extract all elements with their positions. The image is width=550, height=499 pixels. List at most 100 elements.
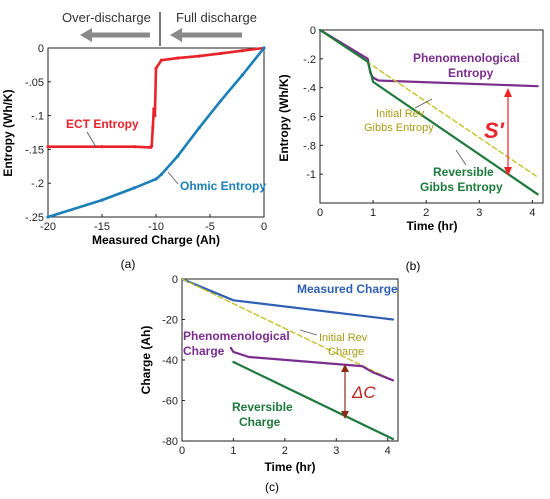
y-tick-label: -.1 — [31, 111, 44, 123]
y-tick-label: -.2 — [31, 178, 44, 190]
ect-entropy-leader — [86, 131, 97, 148]
panel-c-x-ticks: 0 1 2 3 4 — [179, 438, 391, 457]
x-tick-label: 2 — [282, 445, 288, 457]
x-tick-label: -10 — [148, 221, 164, 233]
ect-entropy-label: ECT Entropy — [66, 117, 139, 131]
panel-b-x-ticks: 0 1 2 3 4 — [317, 200, 535, 219]
panel-c-y-ticks: 0 -20 -40 -60 -80 — [162, 274, 185, 448]
reversible-charge-label-line1: Reversible — [232, 400, 293, 414]
ect-entropy-point — [132, 145, 136, 149]
initial-rev-gibbs-leader — [414, 98, 433, 109]
phenomenological-charge-label-line1: Phenomenological — [183, 329, 290, 343]
ohmic-entropy-point — [219, 99, 223, 103]
ect-entropy-point — [240, 49, 244, 53]
ohmic-entropy-point — [100, 198, 104, 202]
panel-b-series — [318, 28, 539, 196]
x-tick-label: 3 — [476, 207, 482, 219]
s-prime-arrowhead-top — [504, 88, 512, 97]
ect-entropy-point — [150, 144, 154, 148]
y-tick-label: -20 — [162, 315, 178, 327]
ect-entropy-series-line — [46, 46, 266, 149]
panel-a-y-axis-label: Entropy (Wh/K) — [1, 89, 15, 176]
reversible-gibbs-label-line1: Reversible — [433, 165, 494, 179]
panel-c-label: (c) — [265, 480, 279, 494]
y-tick-label: 0 — [38, 43, 44, 55]
x-tick-label: -20 — [40, 221, 56, 233]
y-tick-label: 0 — [172, 274, 178, 286]
initial-rev-gibbs-label-line1: Initial Rev — [376, 108, 425, 120]
panel-b-x-axis-label: Time (hr) — [406, 219, 457, 233]
y-tick-label: -.2 — [303, 54, 316, 66]
over-discharge-arrowhead — [80, 28, 92, 42]
phenomenological-charge-series-line — [229, 346, 394, 382]
ohmic-entropy-label: Ohmic Entropy — [180, 179, 266, 193]
y-tick-label: -.05 — [25, 77, 44, 89]
reversible-gibbs-leader — [455, 149, 467, 166]
ect-entropy-point — [176, 56, 180, 60]
x-tick-label: 0 — [261, 221, 267, 233]
x-tick-label: 3 — [333, 445, 339, 457]
x-tick-label: 1 — [370, 207, 376, 219]
panel-c: 0 1 2 3 4 0 -20 -40 -60 -80 Time (hr) Charge (Ah… — [139, 274, 399, 494]
ohmic-entropy-point — [176, 154, 180, 158]
ect-entropy-point — [154, 66, 158, 70]
y-tick-label: -1 — [306, 169, 316, 181]
x-tick-label: -15 — [94, 221, 110, 233]
x-tick-label: 0 — [317, 207, 323, 219]
reversible-gibbs-entropy-series-line — [318, 28, 539, 196]
ohmic-entropy-point — [197, 126, 201, 130]
initial-rev-charge-series-line — [181, 278, 394, 381]
phenomenological-entropy-label-line2: Entropy — [448, 66, 494, 80]
ohmic-entropy-series-line — [46, 46, 266, 219]
initial-rev-charge-leader — [299, 329, 318, 336]
y-tick-label: -.8 — [303, 140, 316, 152]
ect-entropy-point — [159, 58, 163, 62]
y-tick-label: -60 — [162, 396, 178, 408]
over-discharge-label: Over-discharge — [62, 10, 151, 25]
initial-rev-gibbs-label-line2: Gibbs Entropy — [364, 122, 434, 134]
phenomenological-entropy-label-line1: Phenomenological — [413, 51, 520, 65]
delta-c-arrowhead-top — [341, 364, 349, 372]
y-tick-label: -.15 — [25, 144, 44, 156]
x-tick-label: 4 — [385, 445, 391, 457]
x-tick-label: 4 — [529, 207, 535, 219]
delta-c-arrowhead-bottom — [341, 411, 349, 419]
ect-entropy-point — [219, 51, 223, 56]
panel-b: 0 1 2 3 4 0 -.2 -.4 -.6 -.8 -1 Time (hr) Entropy … — [277, 25, 544, 273]
panel-b-y-ticks: 0 -.2 -.4 -.6 -.8 -1 — [303, 25, 323, 181]
panel-c-series — [180, 277, 394, 441]
ohmic-entropy-point — [132, 186, 136, 190]
delta-c-annotation: ΔC — [351, 383, 376, 402]
full-discharge-arrowhead — [170, 28, 182, 42]
y-tick-label: 0 — [310, 25, 316, 37]
ohmic-entropy-point — [46, 215, 50, 219]
panel-b-y-axis-label: Entropy (Wh/K) — [277, 74, 291, 161]
panel-a-series — [46, 46, 266, 219]
panel-a-label: (a) — [121, 257, 136, 271]
ect-entropy-point — [197, 54, 201, 58]
panel-a-y-ticks: 0 -.05 -.1 -.15 -.2 -.25 — [25, 43, 51, 224]
initial-rev-charge-label-line2: Charge — [328, 346, 364, 358]
initial-rev-charge-label-line1: Initial Rev — [319, 332, 368, 344]
measured-charge-series-line — [180, 277, 394, 321]
ect-entropy-point — [46, 145, 50, 149]
ect-entropy-point — [151, 126, 155, 130]
x-tick-label: 1 — [230, 445, 236, 457]
ohmic-entropy-point — [154, 177, 158, 181]
ohmic-entropy-leader — [167, 171, 179, 185]
measured-charge-label: Measured Charge — [297, 282, 398, 296]
phenomenological-charge-label-line2: Charge — [183, 344, 225, 358]
s-prime-arrowhead-bottom — [504, 167, 512, 176]
panel-c-y-axis-label: Charge (Ah) — [139, 326, 153, 395]
ohmic-entropy-point — [240, 73, 244, 77]
x-tick-label: 0 — [179, 445, 185, 457]
y-tick-label: -.6 — [303, 112, 316, 124]
panel-a: Over-discharge Full discharge -20 -15 -10-… — [1, 10, 267, 271]
x-tick-label: 2 — [423, 207, 429, 219]
ect-entropy-point — [100, 145, 104, 149]
s-prime-annotation: S' — [484, 118, 505, 143]
ect-entropy-point — [153, 114, 157, 118]
ohmic-entropy-point — [262, 46, 266, 50]
panel-b-label: (b) — [406, 259, 421, 273]
